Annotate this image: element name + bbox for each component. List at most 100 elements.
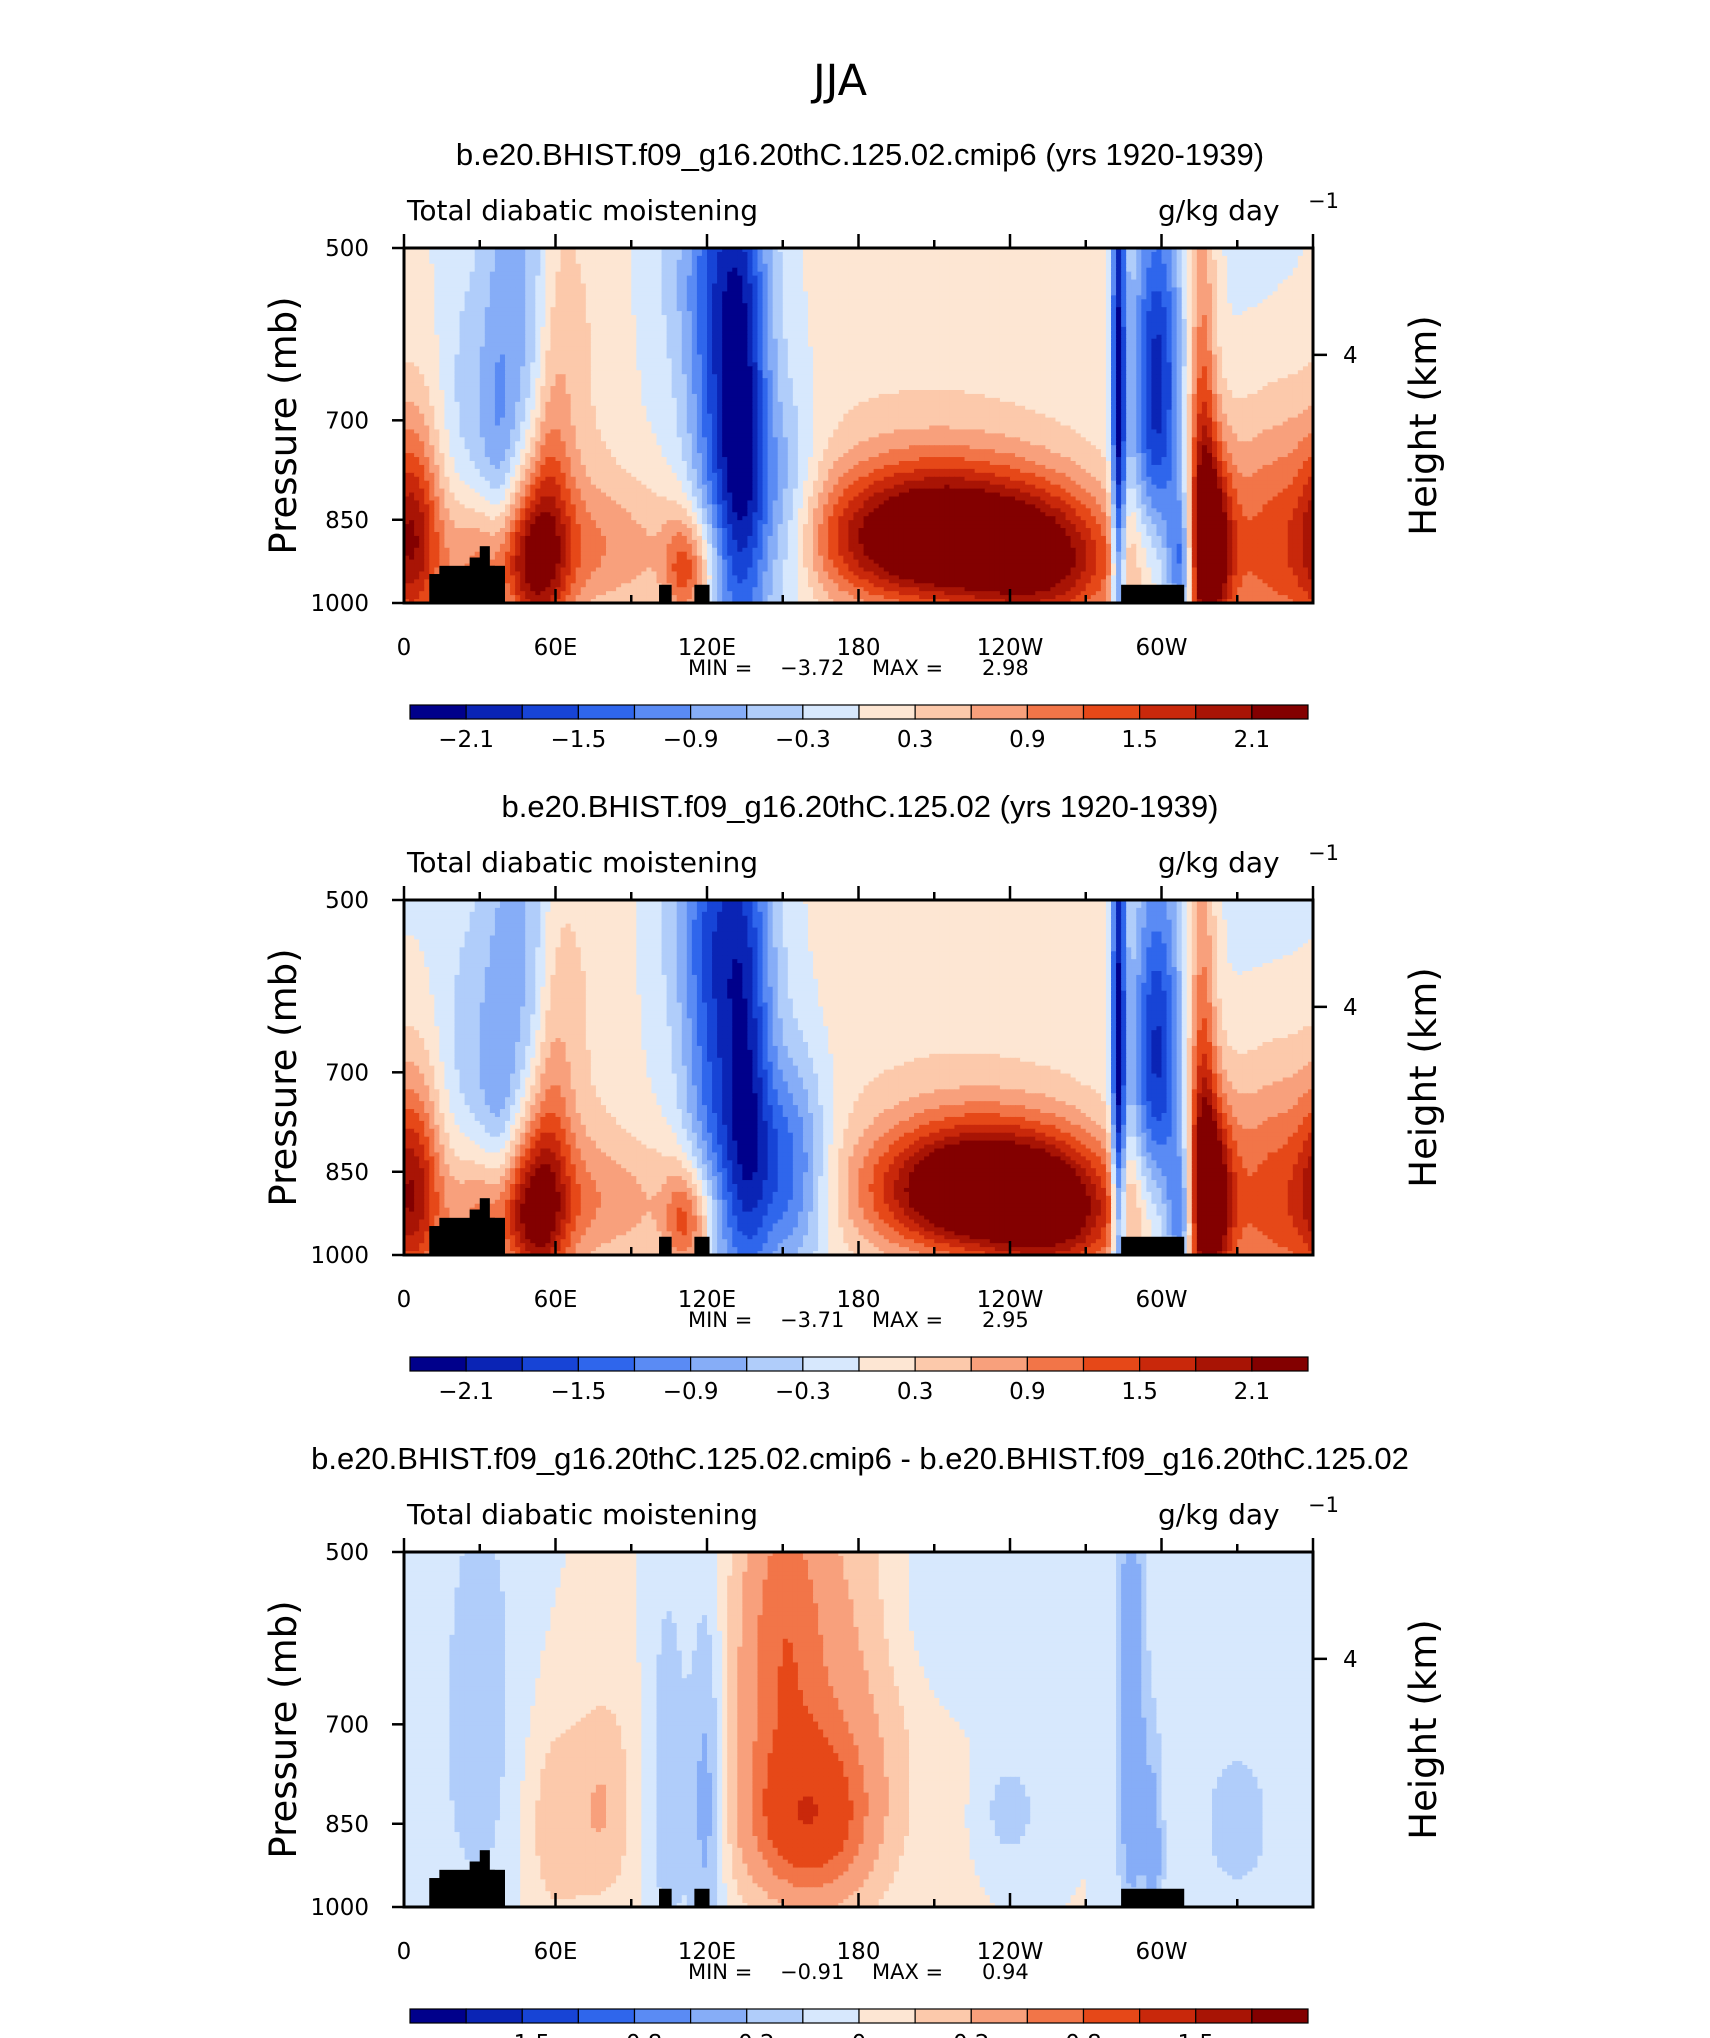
heatmap-cell bbox=[626, 264, 632, 269]
heatmap-cell bbox=[641, 264, 647, 269]
heatmap-cell bbox=[803, 260, 809, 265]
heatmap-cell bbox=[677, 252, 683, 257]
heatmap-cell bbox=[954, 252, 960, 257]
heatmap-cell bbox=[1076, 252, 1082, 257]
heatmap-cell bbox=[490, 256, 496, 261]
heatmap-cell bbox=[838, 256, 844, 261]
heatmap-cell bbox=[773, 264, 779, 269]
heatmap-cell bbox=[1288, 252, 1294, 257]
heatmap-cell bbox=[687, 264, 693, 269]
heatmap-cell bbox=[884, 252, 890, 257]
heatmap-cell bbox=[535, 260, 541, 265]
heatmap-cell bbox=[1091, 252, 1097, 257]
heatmap-cell bbox=[904, 252, 910, 257]
heatmap-cell bbox=[717, 264, 723, 269]
heatmap-cell bbox=[434, 260, 440, 265]
heatmap-cell bbox=[672, 252, 678, 257]
heatmap-cell bbox=[657, 256, 663, 261]
heatmap-cell bbox=[1010, 256, 1016, 261]
heatmap-cell bbox=[1268, 252, 1274, 257]
heatmap-cell bbox=[818, 256, 824, 261]
heatmap-cell bbox=[505, 264, 511, 269]
heatmap-cell bbox=[662, 264, 668, 269]
heatmap-cell bbox=[646, 252, 652, 257]
heatmap-cell bbox=[712, 256, 718, 261]
heatmap-cell bbox=[833, 256, 839, 261]
heatmap-cell bbox=[778, 252, 784, 257]
heatmap-cell bbox=[672, 256, 678, 261]
heatmap-cell bbox=[1278, 252, 1284, 257]
heatmap-cell bbox=[429, 260, 435, 265]
heatmap-cell bbox=[692, 256, 698, 261]
heatmap-cell bbox=[1111, 260, 1117, 265]
heatmap-cell bbox=[768, 256, 774, 261]
heatmap-cell bbox=[480, 252, 486, 257]
heatmap-cell bbox=[1061, 260, 1067, 265]
heatmap-cell bbox=[424, 256, 430, 261]
heatmap-cell bbox=[561, 252, 567, 257]
heatmap-cell bbox=[980, 260, 986, 265]
heatmap-cell bbox=[742, 264, 748, 269]
heatmap-cell bbox=[939, 260, 945, 265]
heatmap-cell bbox=[409, 260, 415, 265]
heatmap-cell bbox=[682, 256, 688, 261]
heatmap-cell bbox=[556, 252, 562, 257]
heatmap-cell bbox=[954, 260, 960, 265]
heatmap-cell bbox=[616, 256, 622, 261]
heatmap-cell bbox=[606, 264, 612, 269]
heatmap-cell bbox=[1247, 256, 1253, 261]
heatmap-cell bbox=[485, 256, 491, 261]
heatmap-cell bbox=[571, 264, 577, 269]
heatmap-cell bbox=[813, 260, 819, 265]
heatmap-cell bbox=[1045, 260, 1051, 265]
heatmap-cell bbox=[667, 264, 673, 269]
heatmap-cell bbox=[707, 264, 713, 269]
heatmap-cell bbox=[429, 256, 435, 261]
subtitle-left: Total diabatic moistening bbox=[406, 194, 758, 227]
heatmap-cell bbox=[853, 256, 859, 261]
heatmap-cell bbox=[788, 260, 794, 265]
heatmap-cell bbox=[414, 252, 420, 257]
heatmap-cell bbox=[909, 252, 915, 257]
heatmap-cell bbox=[651, 260, 657, 265]
heatmap-cell bbox=[449, 260, 455, 265]
heatmap-field bbox=[404, 248, 1314, 604]
heatmap-cell bbox=[1202, 260, 1208, 265]
heatmap-cell bbox=[1222, 252, 1228, 257]
heatmap-cell bbox=[773, 260, 779, 265]
heatmap-cell bbox=[859, 260, 865, 265]
heatmap-cell bbox=[591, 264, 597, 269]
heatmap-cell bbox=[702, 260, 708, 265]
heatmap-cell bbox=[864, 252, 870, 257]
heatmap-cell bbox=[470, 252, 476, 257]
heatmap-cell bbox=[869, 252, 875, 257]
heatmap-cell bbox=[1237, 260, 1243, 265]
heatmap-cell bbox=[975, 252, 981, 257]
heatmap-cell bbox=[747, 260, 753, 265]
heatmap-cell bbox=[677, 260, 683, 265]
heatmap-cell bbox=[1298, 260, 1304, 265]
heatmap-cell bbox=[1146, 252, 1152, 257]
heatmap-cell bbox=[904, 260, 910, 265]
heatmap-cell bbox=[702, 252, 708, 257]
heatmap-cell bbox=[500, 256, 506, 261]
heatmap-cell bbox=[1116, 256, 1122, 261]
heatmap-cell bbox=[556, 256, 562, 261]
heatmap-cell bbox=[409, 256, 415, 261]
heatmap-cell bbox=[601, 256, 607, 261]
heatmap-cell bbox=[530, 256, 536, 261]
heatmap-cell bbox=[449, 256, 455, 261]
heatmap-cell bbox=[682, 252, 688, 257]
heatmap-cell bbox=[788, 256, 794, 261]
heatmap-cell bbox=[626, 260, 632, 265]
heatmap-cell bbox=[707, 260, 713, 265]
heatmap-cell bbox=[798, 264, 804, 269]
heatmap-cell bbox=[975, 256, 981, 261]
heatmap-cell bbox=[460, 256, 466, 261]
heatmap-cell bbox=[1192, 256, 1198, 261]
heatmap-cell bbox=[687, 256, 693, 261]
heatmap-cell bbox=[429, 252, 435, 257]
heatmap-cell bbox=[475, 252, 481, 257]
heatmap-cell bbox=[778, 256, 784, 261]
heatmap-cell bbox=[1061, 252, 1067, 257]
